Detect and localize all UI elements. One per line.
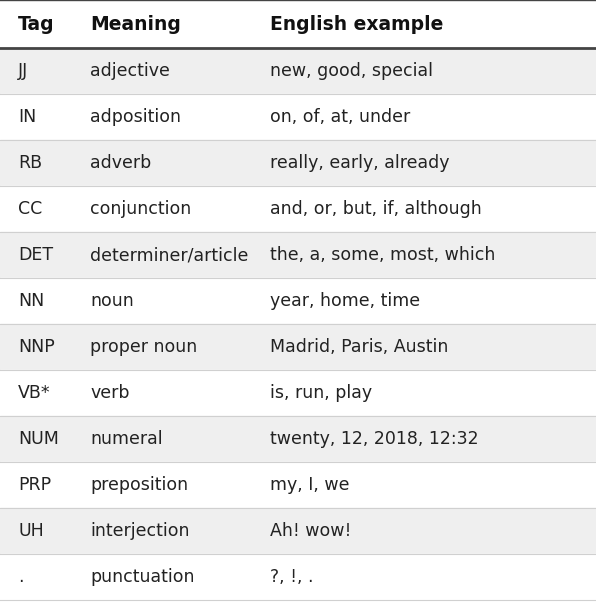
Text: adjective: adjective <box>90 62 170 80</box>
Text: RB: RB <box>18 154 42 172</box>
Text: is, run, play: is, run, play <box>270 384 372 402</box>
Text: punctuation: punctuation <box>90 568 194 586</box>
Text: CC: CC <box>18 200 42 218</box>
Text: Tag: Tag <box>18 15 55 33</box>
Text: verb: verb <box>90 384 129 402</box>
Text: conjunction: conjunction <box>90 200 191 218</box>
Text: adverb: adverb <box>90 154 151 172</box>
Text: preposition: preposition <box>90 476 188 494</box>
Bar <box>0 140 596 186</box>
Text: and, or, but, if, although: and, or, but, if, although <box>270 200 482 218</box>
Text: new, good, special: new, good, special <box>270 62 433 80</box>
Bar <box>0 416 596 462</box>
Text: NUM: NUM <box>18 430 59 448</box>
Text: NN: NN <box>18 292 44 310</box>
Text: Meaning: Meaning <box>90 15 181 33</box>
Text: JJ: JJ <box>18 62 28 80</box>
Bar <box>0 508 596 554</box>
Text: VB*: VB* <box>18 384 51 402</box>
Text: English example: English example <box>270 15 443 33</box>
Text: Madrid, Paris, Austin: Madrid, Paris, Austin <box>270 338 448 356</box>
Bar <box>0 186 596 232</box>
Text: the, a, some, most, which: the, a, some, most, which <box>270 246 495 264</box>
Bar <box>0 324 596 370</box>
Text: proper noun: proper noun <box>90 338 197 356</box>
Text: twenty, 12, 2018, 12:32: twenty, 12, 2018, 12:32 <box>270 430 479 448</box>
Bar <box>0 278 596 324</box>
Text: NNP: NNP <box>18 338 55 356</box>
Text: numeral: numeral <box>90 430 163 448</box>
Text: Ah! wow!: Ah! wow! <box>270 522 352 540</box>
Bar <box>0 232 596 278</box>
Bar <box>0 370 596 416</box>
Bar <box>0 554 596 600</box>
Text: UH: UH <box>18 522 44 540</box>
Text: adposition: adposition <box>90 108 181 126</box>
Text: on, of, at, under: on, of, at, under <box>270 108 410 126</box>
Text: .: . <box>18 568 23 586</box>
Text: year, home, time: year, home, time <box>270 292 420 310</box>
Text: DET: DET <box>18 246 53 264</box>
Text: noun: noun <box>90 292 134 310</box>
Text: determiner/article: determiner/article <box>90 246 249 264</box>
Bar <box>0 462 596 508</box>
Text: PRP: PRP <box>18 476 51 494</box>
Text: ?, !, .: ?, !, . <box>270 568 313 586</box>
Text: really, early, already: really, early, already <box>270 154 449 172</box>
Text: IN: IN <box>18 108 36 126</box>
Text: my, I, we: my, I, we <box>270 476 349 494</box>
Bar <box>0 48 596 94</box>
Bar <box>0 0 596 48</box>
Bar <box>0 94 596 140</box>
Text: interjection: interjection <box>90 522 190 540</box>
